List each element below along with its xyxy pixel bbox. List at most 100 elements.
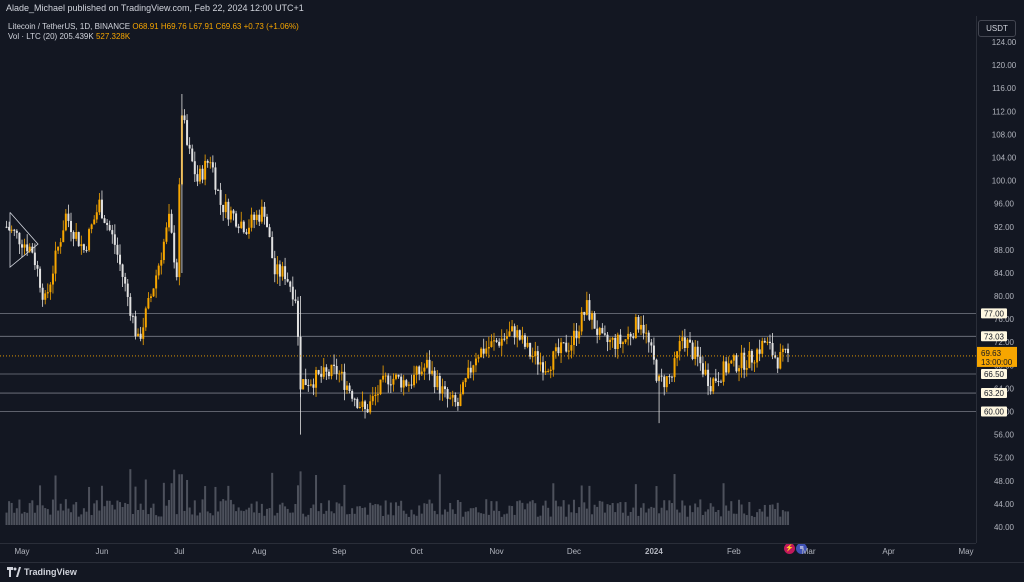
candle-body [436,375,439,388]
us-flag-icon[interactable]: ≡ [796,543,807,554]
volume-bar [446,511,449,525]
candle-body [534,351,537,357]
event-flag-icon[interactable]: ⚡ [784,543,795,554]
price-tick-label: 104.00 [992,153,1017,162]
candlestick-chart[interactable] [0,16,976,543]
price-tick-label: 48.00 [994,477,1015,486]
candle-body [389,384,392,386]
candle-body [531,356,534,358]
volume-bar [598,500,601,525]
volume-bar [240,510,243,525]
volume-bar [327,500,330,525]
candle-body [348,385,351,392]
time-tick-label: Feb [727,547,741,556]
price-tick-label: 76.00 [994,315,1015,324]
candle-body [511,326,514,332]
candle-body [707,369,710,387]
candle-body [119,254,122,265]
time-tick-label: Oct [410,547,423,556]
volume-bar [413,514,416,525]
volume-bar [529,501,532,525]
level-label: 66.50 [984,370,1005,379]
candle-body [232,210,235,214]
candle-body [5,226,8,228]
volume-bar [738,499,741,525]
candle-body [263,206,266,217]
candle-body [198,168,201,182]
candle-body [490,341,493,347]
candle-body [624,339,627,343]
volume-bar [320,503,323,525]
volume-bar [614,512,617,525]
candle-body [137,333,140,337]
candle-body [116,244,119,255]
volume-bar [459,502,462,525]
volume-bar [472,508,475,525]
candle-body [227,201,230,220]
price-tick-label: 92.00 [994,223,1015,232]
candle-body [676,351,679,359]
volume-bar [606,504,609,525]
candle-body [142,327,145,339]
volume-bar [516,501,519,525]
candle-body [740,352,743,369]
volume-bar [469,508,472,525]
volume-bar [402,510,405,525]
time-tick-label: Sep [332,547,347,556]
candle-body [606,334,609,343]
volume-bar [699,499,702,525]
volume-bar [712,506,715,525]
chart-area[interactable]: Litecoin / TetherUS, 1D, BINANCE O68.91 … [0,16,976,554]
candle-body [129,296,132,316]
candle-body [312,384,315,388]
candle-body [10,229,13,231]
candle-body [278,264,281,277]
candle-body [268,227,271,238]
volume-bar [761,511,764,525]
price-axis[interactable]: 124.00 120.00 116.00 112.00 108.00 104.00 100.… [976,16,1024,543]
volume-bar [62,510,65,525]
currency-button[interactable]: USDT [978,20,1016,37]
candle-body [634,317,637,338]
volume-bar [536,516,539,525]
candle-body [57,246,60,251]
volume-bar [170,483,173,525]
volume-bar [59,503,62,525]
volume-bar [351,508,354,525]
candle-body [732,355,735,361]
candle-body [508,331,511,337]
candle-body [784,348,787,350]
volume-bar [268,508,271,525]
candle-body [196,174,199,182]
volume-bar [95,500,98,525]
candle-body [505,336,508,339]
low-value: L67.91 [188,22,214,31]
volume-bar [663,500,666,525]
volume-bar [330,511,333,525]
volume-bar [18,499,21,525]
candle-body [15,230,18,233]
candle-body [652,345,655,360]
volume-bar [124,502,127,525]
price-tick-label: 40.00 [994,523,1015,532]
volume-bar [624,502,627,525]
volume-bar [312,504,315,525]
volume-bar [565,516,568,525]
volume-bar [585,508,588,525]
volume-bar [168,499,171,525]
last-price-label: 69.63 [981,349,1002,358]
candle-body [93,219,96,225]
volume-bar [701,515,704,525]
volume-label: Vol · LTC (20) [8,32,58,41]
volume-bar [619,502,622,525]
candle-body [719,381,722,383]
candle-body [379,379,382,395]
volume-bar [90,515,93,525]
time-axis[interactable]: May Jun Jul Aug Sep Oct Nov Dec 2024 Feb Mar Apr May [0,543,976,558]
volume-bar [400,500,403,525]
volume-bar [144,479,147,525]
volume-bar [338,503,341,525]
volume-bar [49,514,52,525]
candle-body [219,189,222,205]
candle-body [521,335,524,340]
